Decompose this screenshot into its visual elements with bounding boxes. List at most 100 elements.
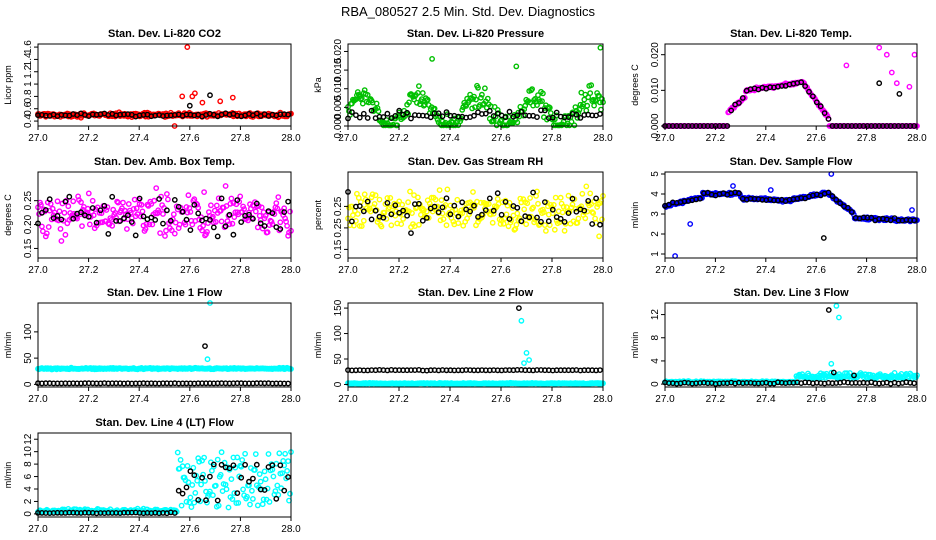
- data-point: [833, 196, 840, 203]
- data-point: [469, 105, 475, 112]
- data-point: [230, 200, 237, 206]
- data-point: [825, 116, 832, 122]
- y-tick-label: 1: [23, 81, 34, 87]
- data-point: [213, 202, 220, 209]
- data-point: [146, 221, 153, 228]
- data-point: [36, 211, 42, 217]
- x-tick-label: 27.4: [129, 524, 149, 535]
- data-point: [542, 199, 548, 206]
- data-point: [70, 198, 77, 205]
- data-point: [58, 238, 65, 244]
- data-point: [201, 189, 208, 196]
- data-point: [482, 110, 489, 117]
- data-point: [175, 487, 182, 494]
- data-point: [128, 219, 135, 225]
- data-point: [802, 83, 808, 90]
- data-point: [411, 96, 417, 103]
- data-point: [455, 213, 462, 220]
- data-point: [212, 218, 219, 225]
- data-point: [221, 224, 228, 231]
- data-point: [398, 221, 405, 228]
- y-tick-label: 0.15: [333, 239, 344, 259]
- x-tick-label: 28.0: [907, 394, 927, 405]
- data-point: [199, 474, 206, 481]
- y-tick-label: 0.20: [23, 214, 34, 234]
- data-point: [163, 207, 170, 214]
- data-point: [500, 220, 507, 227]
- data-point: [599, 96, 605, 102]
- data-point: [171, 510, 178, 516]
- y-tick-label: 2: [23, 498, 34, 504]
- data-point: [185, 479, 192, 486]
- plot-frame: [664, 302, 918, 388]
- data-point: [545, 218, 552, 225]
- data-point: [231, 490, 238, 496]
- data-point: [374, 105, 381, 111]
- data-point: [439, 113, 446, 120]
- data-point: [467, 208, 473, 215]
- data-point: [38, 201, 44, 208]
- x-tick-label: 28.0: [281, 133, 301, 144]
- data-point: [464, 215, 470, 222]
- data-point: [367, 208, 374, 215]
- data-point: [534, 102, 540, 109]
- data-point: [589, 221, 596, 227]
- y-tick-label: 10: [23, 446, 34, 458]
- data-point: [206, 216, 213, 223]
- data-point: [824, 113, 831, 120]
- data-point: [426, 200, 433, 207]
- data-point: [149, 221, 156, 228]
- data-point: [506, 108, 513, 115]
- data-point: [157, 230, 164, 237]
- data-point: [506, 216, 513, 222]
- data-point: [438, 197, 445, 204]
- y-tick-label: 1.6: [23, 40, 34, 54]
- chart-title: Stan. Dev. Sample Flow: [730, 156, 853, 168]
- data-point: [494, 107, 501, 113]
- data-point: [276, 450, 283, 457]
- data-point: [582, 215, 589, 222]
- data-point: [254, 502, 261, 509]
- y-tick-label: 0.6: [23, 101, 34, 115]
- plot-frame: [37, 43, 292, 127]
- data-point: [513, 221, 520, 228]
- series-line1-1: [35, 343, 291, 387]
- data-point: [214, 497, 221, 504]
- data-point: [178, 502, 185, 509]
- data-point: [523, 221, 530, 228]
- chart-boxtemp: Stan. Dev. Amb. Box Temp. 27.0 27.2 27.4 27.…: [3, 156, 301, 276]
- data-point: [245, 217, 251, 224]
- data-point: [883, 51, 890, 58]
- data-point: [277, 219, 284, 226]
- data-point: [490, 113, 497, 119]
- data-point: [431, 105, 438, 112]
- data-point: [175, 203, 182, 210]
- data-point: [109, 222, 116, 229]
- data-point: [191, 472, 198, 479]
- data-point: [380, 214, 387, 221]
- data-point: [269, 210, 276, 217]
- data-point: [561, 227, 568, 234]
- y-tick-label: 1: [650, 251, 661, 257]
- data-point: [420, 207, 427, 214]
- data-point: [249, 495, 256, 502]
- data-point: [481, 85, 488, 92]
- data-point: [235, 499, 242, 506]
- data-point: [261, 223, 268, 229]
- data-point: [404, 109, 410, 116]
- data-point: [551, 226, 558, 233]
- chart-temp: Stan. Dev. Li-820 Temp. 27.0 27.2 27.4 27.6 2…: [630, 28, 927, 144]
- data-point: [42, 207, 49, 213]
- data-point: [450, 218, 457, 225]
- data-point: [217, 471, 224, 478]
- data-point: [354, 211, 361, 217]
- data-point: [275, 194, 282, 201]
- data-point: [436, 187, 443, 194]
- series-line3-1: [662, 307, 917, 387]
- data-point: [593, 195, 599, 202]
- data-point: [429, 56, 435, 62]
- data-point: [170, 211, 177, 218]
- data-point: [549, 114, 556, 121]
- chart-title: Stan. Dev. Line 2 Flow: [418, 287, 534, 299]
- data-point: [70, 215, 77, 222]
